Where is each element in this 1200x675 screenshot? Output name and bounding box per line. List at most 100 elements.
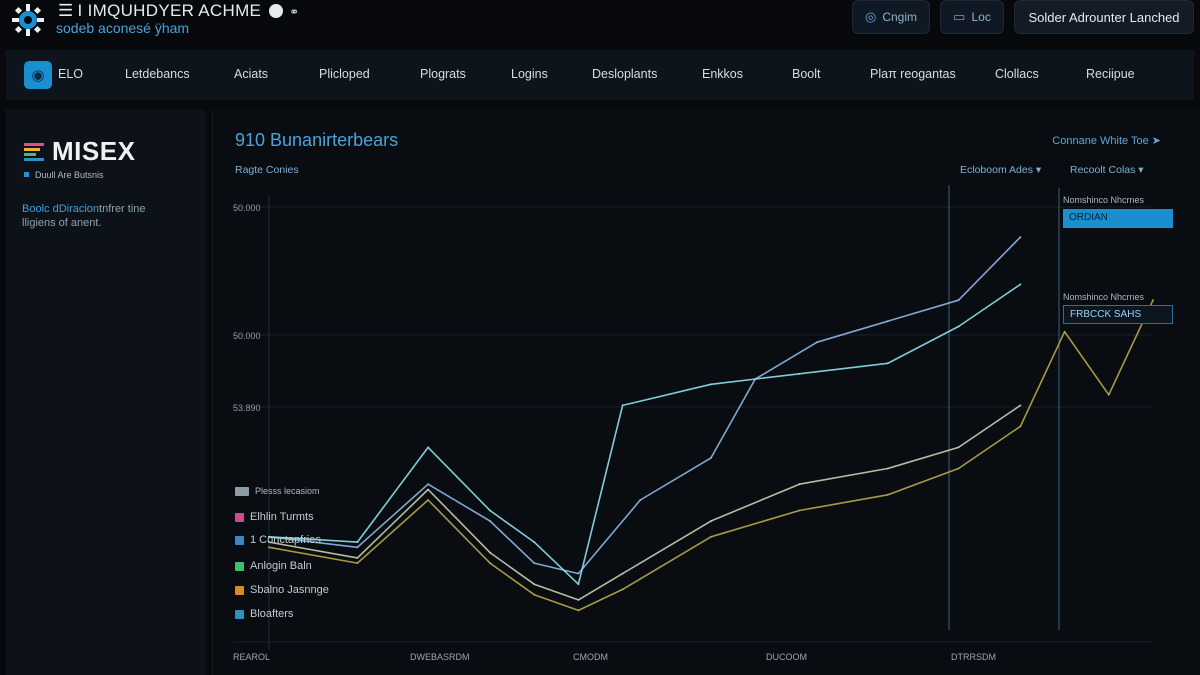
loc-button[interactable]: ▭ Loc (940, 0, 1004, 34)
data-point (798, 509, 801, 512)
data-point (1019, 404, 1022, 407)
x-tick-label: CMODM (573, 652, 608, 662)
legend-swatch (235, 561, 244, 571)
data-point (268, 546, 270, 549)
series-line-4 (268, 299, 1154, 612)
data-point (1019, 425, 1022, 428)
y-tick-label: 53.890 (233, 403, 261, 413)
legend-item-1[interactable]: Elhlin Turmts (235, 511, 314, 523)
brand: MISEX (24, 136, 135, 167)
data-point (639, 499, 642, 501)
chart-grid (233, 185, 1153, 650)
legend-header-text: Plesss lecasiom (255, 486, 320, 496)
data-point (489, 509, 491, 512)
data-point (427, 446, 429, 449)
nav-item-4[interactable]: Plicloped (319, 67, 370, 81)
data-point (427, 488, 429, 491)
data-point (957, 467, 960, 470)
nav-item-6[interactable]: Logins (511, 67, 548, 81)
side-input-1[interactable]: ORDIAN (1063, 209, 1173, 228)
data-point (886, 320, 889, 323)
chart-ticks: 50.000 50.000 53.890 REAROL DWEBASRDM CMODM DU… (233, 203, 996, 662)
legend-item-5[interactable]: Bloafters (235, 608, 293, 620)
data-point (710, 535, 712, 538)
data-point (621, 588, 624, 591)
data-point (268, 535, 270, 538)
brand-name: MISEX (52, 136, 136, 166)
data-point (886, 493, 889, 496)
option-button[interactable]: ◎ Cngim (852, 0, 930, 34)
top-link[interactable]: Connane White Toe ➤ (1052, 134, 1161, 147)
legend-label: Anlogin Baln (250, 560, 312, 572)
data-point (1107, 393, 1110, 396)
app-title-text: I IMQUHDYER ACHME (77, 1, 262, 20)
data-point (1019, 283, 1022, 286)
home-icon[interactable]: ◉ (24, 61, 52, 89)
top-link-label: Connane White Toe (1052, 135, 1149, 147)
nav-item-7[interactable]: Desloplants (592, 67, 658, 81)
nav-item-5[interactable]: Plograts (420, 67, 466, 81)
left-panel: MISEX Duull Are Butsnis Boolc dDiraciont… (6, 110, 206, 675)
data-point (621, 404, 624, 407)
data-point (886, 467, 889, 470)
link-icon[interactable]: ⚭ (289, 5, 300, 19)
send-icon: ➤ (1151, 135, 1161, 147)
top-bar: ☰ I IMQUHDYER ACHME ⚭ sodeb aconesé ÿham ◎… (0, 0, 1200, 48)
side-label-1: Nomshinco Nhcrnes (1063, 195, 1145, 205)
legend-item-4[interactable]: Sbalno Jasnnge (235, 584, 329, 596)
y-tick-label: 50.000 (233, 331, 261, 341)
nav-item-elo[interactable]: ELO (58, 67, 84, 81)
legend-header: Plesss lecasiom (235, 486, 320, 496)
line-chart: 50.000 50.000 53.890 REAROL DWEBASRDM CMODM DU… (233, 185, 1154, 662)
app-subtitle: sodeb aconesé ÿham (56, 20, 190, 36)
left-description: Boolc dDiraciontnfrer tine lligiens of a… (22, 202, 172, 230)
data-point (356, 541, 359, 543)
data-point (710, 383, 712, 386)
nav-item-9[interactable]: Boolt (792, 67, 821, 81)
legend-swatch (235, 609, 244, 619)
nav-item-11[interactable]: Clollacs (995, 67, 1039, 81)
chevron-down-icon: ▾ (1138, 164, 1144, 176)
app-logo-icon (12, 4, 44, 36)
window-icon: ▭ (953, 9, 966, 24)
data-point (816, 341, 818, 344)
x-tick-label: REAROL (233, 652, 270, 662)
data-point (621, 572, 624, 575)
data-point (533, 583, 536, 586)
menu-icon[interactable]: ☰ (58, 1, 74, 20)
side-label-2: Nomshinco Nhcrnes (1063, 292, 1145, 302)
chart-subtitle: Ragte Conies (235, 164, 299, 176)
legend-item-2[interactable]: 1 Conctapfries (235, 534, 321, 546)
legend-item-3[interactable]: Anlogin Baln (235, 560, 312, 572)
left-description-link[interactable]: Boolc dDiracion (22, 203, 100, 215)
nav-item-12[interactable]: Reciipue (1086, 67, 1135, 81)
data-point (886, 362, 889, 365)
option-button-label: Cngim (882, 10, 918, 24)
nav-item-10[interactable]: Plaπ reogantas (870, 67, 956, 81)
legend-swatch (235, 535, 244, 545)
series-line-3 (268, 404, 1021, 601)
status-dot-icon (269, 4, 284, 18)
data-point (577, 572, 580, 575)
nav-item-8[interactable]: Enkkos (702, 67, 743, 81)
legend-swatch (235, 512, 244, 522)
brand-tagline: Duull Are Butsnis (24, 170, 104, 180)
loc-button-label: Loc (971, 10, 991, 24)
x-tick-label: DWEBASRDM (410, 652, 470, 662)
select-2-label: Recoolt Colas (1070, 164, 1136, 176)
data-point (577, 599, 580, 601)
nav-item-2[interactable]: Letdebancs (125, 67, 190, 81)
legend-label: Bloafters (250, 608, 294, 620)
data-point (489, 520, 491, 522)
data-point (798, 483, 801, 486)
nav-item-3[interactable]: Aciats (234, 67, 269, 81)
side-input-2[interactable]: FRBCCK SAHS (1063, 305, 1173, 324)
x-tick-label: DUCOOM (766, 652, 807, 662)
select-2[interactable]: Recoolt Colas ▾ (1070, 164, 1144, 176)
data-point (577, 583, 580, 586)
brand-tagline-text: Duull Are Butsnis (35, 170, 104, 180)
series-line-2 (268, 283, 1021, 585)
legend-swatch (235, 585, 244, 595)
select-1[interactable]: Ecloboom Ades ▾ (960, 164, 1041, 176)
launch-button[interactable]: Solder Adrounter Lanched (1014, 0, 1194, 34)
